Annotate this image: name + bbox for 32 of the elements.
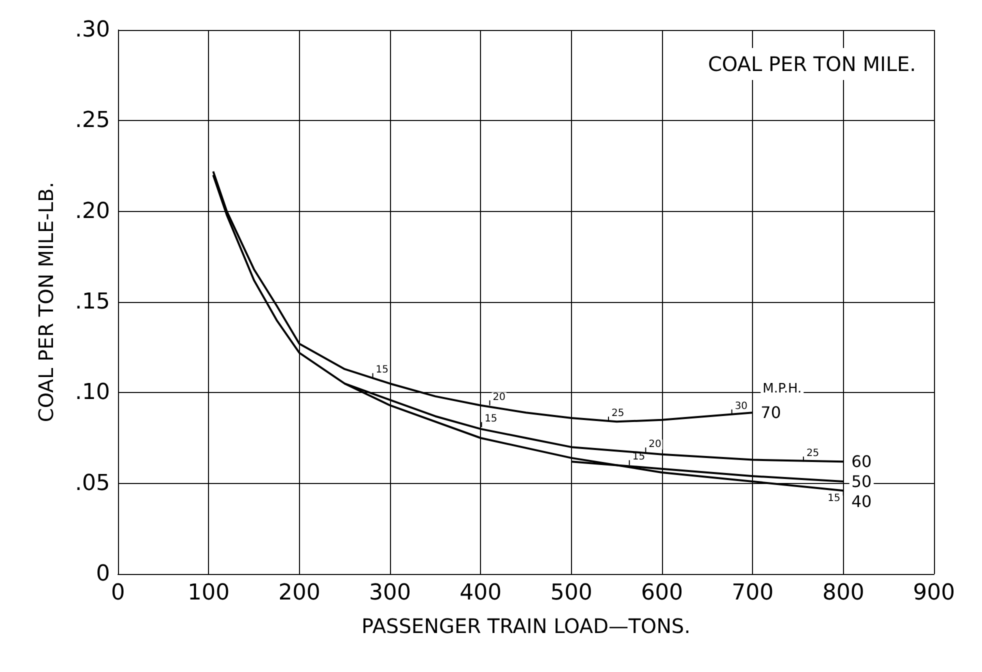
y-tick-label: 0 [96,562,110,586]
x-tick-label: 500 [550,580,592,606]
annotation: 20 [492,392,506,403]
text: COAL PER TON MILE. [708,52,916,76]
annotation: 15 [828,493,840,504]
annotation: 15 [376,364,389,376]
annotation: 20 [648,439,662,450]
x-tick-label: 700 [732,580,774,606]
series-label: 50 [851,472,872,492]
legend-label: 40 [851,492,872,512]
y-tick-label: .30 [75,18,110,42]
annotation: 25 [806,448,820,460]
x-tick-label: 200 [278,580,320,606]
y-tick-label: .25 [75,108,110,134]
annotation: 30 [734,400,748,412]
y-tick-label: .15 [75,290,110,314]
legend-title: M.P.H. [762,382,802,397]
series-label: 60 [851,452,872,472]
y-tick-label: .05 [75,470,110,496]
y-axis-title: COAL PER TON MILE-LB. [34,182,58,422]
y-tick-label: .20 [75,198,110,224]
x-tick-label: 300 [369,580,411,606]
annotation: 15 [484,414,498,425]
legend-label: 70 [760,403,782,422]
x-tick-label: 900 [913,580,955,606]
x-tick-label: 100 [188,580,230,606]
x-tick-label: 600 [641,580,683,606]
x-tick-label: 800 [822,580,864,606]
annotation: 25 [612,408,624,420]
x-tick-label: 400 [460,580,502,606]
y-tick-label: .10 [75,380,110,406]
x-axis-title: PASSENGER TRAIN LOAD—TONS. [362,614,690,638]
